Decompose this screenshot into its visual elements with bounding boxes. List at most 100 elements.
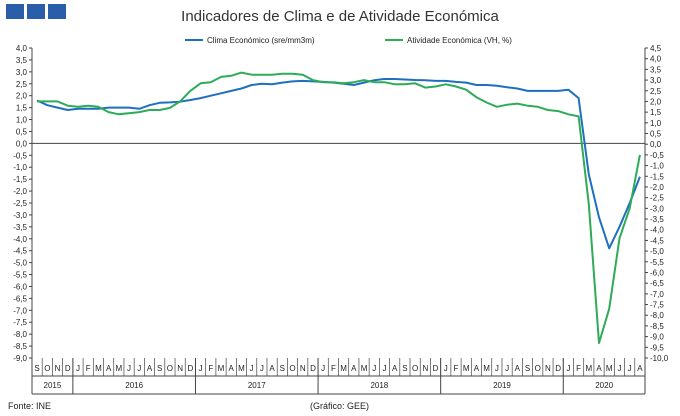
series-line-atividade bbox=[37, 71, 641, 344]
month-tick-label: M bbox=[585, 364, 592, 373]
chart-title: Indicadores de Clima e de Atividade Econ… bbox=[181, 8, 499, 25]
ine-logo bbox=[6, 4, 66, 19]
month-tick-label: F bbox=[576, 364, 581, 373]
month-tick-label: J bbox=[372, 364, 376, 373]
y-left-tick-label: -3,0 bbox=[13, 211, 27, 220]
month-tick-label: J bbox=[444, 364, 448, 373]
y-right-tick-label: 3,0 bbox=[650, 76, 662, 85]
month-tick-label: F bbox=[86, 364, 91, 373]
y-right-tick-label: -8,5 bbox=[650, 322, 664, 331]
month-tick-label: J bbox=[495, 364, 499, 373]
month-tick-label: J bbox=[505, 364, 509, 373]
y-right-tick-label: -5,5 bbox=[650, 258, 664, 267]
month-tick-label: D bbox=[433, 364, 439, 373]
y-left-tick-label: -7,0 bbox=[13, 306, 27, 315]
y-right-tick-label: -7,0 bbox=[650, 290, 664, 299]
y-right-tick-label: 0,5 bbox=[650, 130, 662, 139]
month-tick-label: S bbox=[402, 364, 407, 373]
y-left-tick-label: 3,0 bbox=[16, 68, 28, 77]
y-right-tick-label: 4,0 bbox=[650, 55, 662, 64]
legend-label: Clima Económico (sre/mm3m) bbox=[207, 36, 315, 45]
month-tick-label: D bbox=[65, 364, 71, 373]
month-tick-label: A bbox=[392, 364, 398, 373]
y-left-tick-label: 1,5 bbox=[16, 104, 28, 113]
y-left-tick-label: -6,5 bbox=[13, 294, 27, 303]
month-tick-label: F bbox=[454, 364, 459, 373]
month-tick-label: N bbox=[300, 364, 306, 373]
month-tick-label: N bbox=[55, 364, 61, 373]
month-tick-label: O bbox=[44, 364, 50, 373]
month-tick-label: J bbox=[250, 364, 254, 373]
month-tick-label: D bbox=[187, 364, 193, 373]
year-tick-label: 2020 bbox=[595, 381, 613, 390]
y-left-tick-label: -8,5 bbox=[13, 342, 27, 351]
y-left-tick-label: -2,5 bbox=[13, 199, 27, 208]
series-line-clima bbox=[36, 78, 641, 250]
y-left-tick-label: -4,5 bbox=[13, 247, 27, 256]
y-right-tick-label: -9,0 bbox=[650, 333, 664, 342]
y-right-tick-label: 1,0 bbox=[650, 119, 662, 128]
y-left-tick-label: -1,5 bbox=[13, 175, 27, 184]
y-right-tick-label: -0,5 bbox=[650, 151, 664, 160]
y-left-tick-label: 0,0 bbox=[16, 139, 28, 148]
month-tick-label: J bbox=[617, 364, 621, 373]
month-tick-label: A bbox=[229, 364, 235, 373]
month-tick-label: J bbox=[127, 364, 131, 373]
month-tick-label: O bbox=[289, 364, 295, 373]
month-tick-label: F bbox=[331, 364, 336, 373]
y-right-tick-label: 4,5 bbox=[650, 44, 662, 53]
month-tick-label: J bbox=[566, 364, 570, 373]
y-left-tick-label: -2,0 bbox=[13, 187, 27, 196]
y-left-tick-label: -3,5 bbox=[13, 223, 27, 232]
month-tick-label: N bbox=[545, 364, 551, 373]
y-left-tick-label: -0,5 bbox=[13, 151, 27, 160]
month-tick-label: S bbox=[34, 364, 39, 373]
y-left-tick-label: -8,0 bbox=[13, 330, 27, 339]
y-right-tick-label: -8,0 bbox=[650, 311, 664, 320]
y-left-tick-label: -5,0 bbox=[13, 259, 27, 268]
y-right-tick-label: -6,5 bbox=[650, 279, 664, 288]
y-left-tick-label: 2,0 bbox=[16, 92, 28, 101]
month-tick-label: J bbox=[321, 364, 325, 373]
y-left-tick-label: 3,5 bbox=[16, 56, 28, 65]
month-tick-label: S bbox=[157, 364, 162, 373]
y-right-tick-label: 2,5 bbox=[650, 87, 662, 96]
y-left-tick-label: -9,0 bbox=[13, 354, 27, 363]
month-tick-label: J bbox=[137, 364, 141, 373]
year-tick-label: 2015 bbox=[44, 381, 62, 390]
month-tick-label: O bbox=[412, 364, 418, 373]
month-tick-label: N bbox=[422, 364, 428, 373]
y-left-tick-label: -7,5 bbox=[13, 318, 27, 327]
month-tick-label: O bbox=[167, 364, 173, 373]
y-right-tick-label: 1,5 bbox=[650, 108, 662, 117]
month-tick-label: M bbox=[116, 364, 123, 373]
y-right-tick-label: -3,0 bbox=[650, 204, 664, 213]
month-tick-label: A bbox=[515, 364, 521, 373]
month-tick-label: N bbox=[177, 364, 183, 373]
month-tick-label: A bbox=[637, 364, 643, 373]
y-right-tick-label: -7,5 bbox=[650, 301, 664, 310]
month-tick-label: D bbox=[555, 364, 561, 373]
y-left-tick-label: 4,0 bbox=[16, 44, 28, 53]
y-right-tick-label: 2,0 bbox=[650, 97, 662, 106]
year-tick-label: 2016 bbox=[125, 381, 143, 390]
y-left-tick-label: 0,5 bbox=[16, 127, 28, 136]
month-tick-label: M bbox=[218, 364, 225, 373]
month-tick-label: M bbox=[95, 364, 102, 373]
y-right-tick-label: -1,0 bbox=[650, 162, 664, 171]
month-tick-label: A bbox=[147, 364, 153, 373]
y-right-tick-label: -1,5 bbox=[650, 172, 664, 181]
y-right-tick-label: -4,5 bbox=[650, 236, 664, 245]
year-tick-label: 2017 bbox=[248, 381, 266, 390]
year-tick-label: 2019 bbox=[493, 381, 511, 390]
credit-note: (Gráfico: GEE) bbox=[310, 401, 370, 411]
month-tick-label: D bbox=[310, 364, 316, 373]
month-tick-label: M bbox=[238, 364, 245, 373]
month-tick-label: A bbox=[106, 364, 112, 373]
y-left-tick-label: 2,5 bbox=[16, 80, 28, 89]
month-tick-label: A bbox=[596, 364, 602, 373]
y-right-tick-label: -3,5 bbox=[650, 215, 664, 224]
month-tick-label: S bbox=[525, 364, 530, 373]
y-left-tick-label: -1,0 bbox=[13, 163, 27, 172]
y-right-tick-label: -2,5 bbox=[650, 194, 664, 203]
